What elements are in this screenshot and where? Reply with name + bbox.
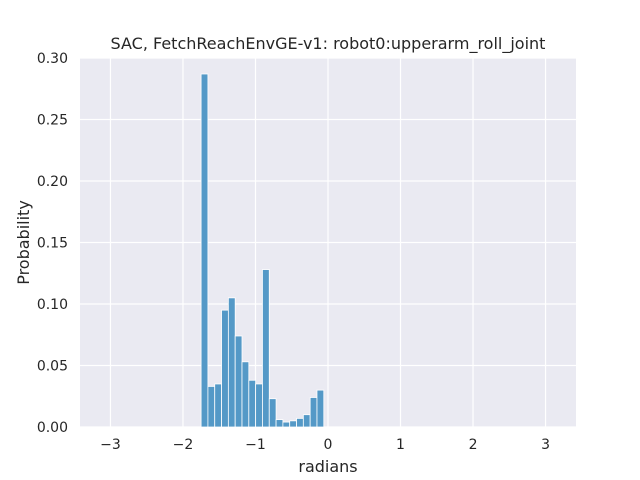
x-tick-label: 2 <box>469 437 478 453</box>
histogram-bar <box>268 398 277 428</box>
histogram-bars <box>200 73 325 428</box>
histogram-bar <box>255 383 263 428</box>
histogram-bar <box>234 335 243 428</box>
x-tick-label: −3 <box>100 437 121 453</box>
x-tick-label: 3 <box>541 437 550 453</box>
histogram-bar <box>309 397 318 428</box>
histogram-bar <box>207 386 216 428</box>
x-tick-label: 0 <box>324 437 333 453</box>
histogram-bar <box>302 414 311 428</box>
histogram-bar <box>282 421 291 428</box>
y-tick-label: 0.00 <box>37 420 68 436</box>
grid-lines <box>80 57 576 428</box>
chart-title: SAC, FetchReachEnvGE-v1: robot0:upperarm… <box>111 34 546 54</box>
x-tick-label: −1 <box>245 437 266 453</box>
x-tick-label: −2 <box>173 437 194 453</box>
histogram-bar <box>221 309 229 428</box>
histogram-bar <box>200 73 209 428</box>
y-tick-label: 0.15 <box>37 236 68 252</box>
histogram-bar <box>316 389 325 428</box>
y-tick-label: 0.25 <box>37 113 68 129</box>
histogram-bar <box>289 420 297 428</box>
histogram-bar <box>241 361 250 428</box>
y-tick-label: 0.05 <box>37 359 68 375</box>
histogram-bar <box>227 297 236 428</box>
y-axis-label: Probability <box>14 200 33 285</box>
histogram-bar <box>214 383 222 428</box>
histogram-bar <box>296 417 304 428</box>
histogram-bar <box>262 269 270 428</box>
x-tick-label: 1 <box>396 437 405 453</box>
histogram-bar <box>248 379 257 428</box>
y-tick-labels: 0.00 0.05 0.10 0.15 0.20 0.25 0.30 <box>37 51 68 436</box>
x-axis-label: radians <box>298 457 357 476</box>
x-tick-labels: −3 −2 −1 0 1 2 3 <box>100 437 550 453</box>
y-tick-label: 0.30 <box>37 51 68 67</box>
histogram-bar <box>275 419 284 428</box>
y-tick-label: 0.20 <box>37 174 68 190</box>
y-tick-label: 0.10 <box>37 297 68 313</box>
